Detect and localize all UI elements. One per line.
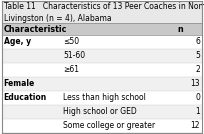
Text: 12: 12 xyxy=(190,121,200,130)
Text: Female: Female xyxy=(4,79,35,88)
Bar xyxy=(2,105,202,119)
Text: 1: 1 xyxy=(195,107,200,116)
Text: Table 11   Characteristics of 13 Peer Coaches in Nominal Gr
Livingston (n = 4), : Table 11 Characteristics of 13 Peer Coac… xyxy=(4,2,204,23)
Bar xyxy=(2,35,202,49)
Text: 5: 5 xyxy=(195,51,200,60)
Bar xyxy=(2,49,202,63)
Text: 6: 6 xyxy=(195,37,200,46)
Text: Some college or greater: Some college or greater xyxy=(63,121,155,130)
Text: 0: 0 xyxy=(195,93,200,102)
Text: ≥61: ≥61 xyxy=(63,65,79,74)
Bar xyxy=(2,91,202,105)
Text: Characteristic: Characteristic xyxy=(4,25,67,34)
Bar xyxy=(2,63,202,77)
Text: Education: Education xyxy=(4,93,47,102)
Text: n: n xyxy=(177,25,183,34)
Text: 2: 2 xyxy=(195,65,200,74)
Bar xyxy=(2,1,202,23)
Text: 13: 13 xyxy=(190,79,200,88)
Bar xyxy=(2,23,202,35)
Text: Less than high school: Less than high school xyxy=(63,93,146,102)
Bar xyxy=(2,77,202,91)
Text: High school or GED: High school or GED xyxy=(63,107,137,116)
Bar xyxy=(2,119,202,133)
Text: ≤50: ≤50 xyxy=(63,37,79,46)
Text: Age, y: Age, y xyxy=(4,37,31,46)
Text: 51-60: 51-60 xyxy=(63,51,85,60)
